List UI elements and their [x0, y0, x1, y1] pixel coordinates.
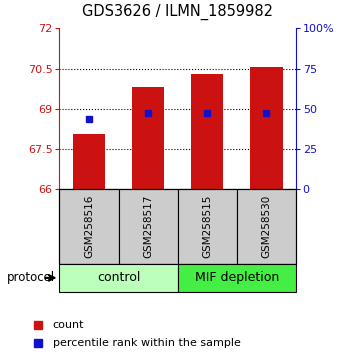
Text: protocol: protocol — [7, 272, 55, 284]
Text: GSM258530: GSM258530 — [261, 195, 271, 258]
Bar — [177, 264, 296, 292]
Text: GSM258515: GSM258515 — [202, 195, 212, 258]
Bar — [59, 264, 177, 292]
Bar — [177, 189, 237, 264]
Bar — [250, 67, 283, 189]
Bar — [73, 135, 105, 189]
Bar — [237, 189, 296, 264]
Bar — [119, 189, 177, 264]
Text: GSM258516: GSM258516 — [84, 195, 94, 258]
Bar — [132, 87, 164, 189]
Bar — [59, 189, 119, 264]
Text: GSM258517: GSM258517 — [143, 195, 153, 258]
Text: MIF depletion: MIF depletion — [194, 272, 279, 284]
Bar — [191, 74, 223, 189]
Text: control: control — [97, 272, 140, 284]
Text: percentile rank within the sample: percentile rank within the sample — [53, 338, 240, 348]
Text: GDS3626 / ILMN_1859982: GDS3626 / ILMN_1859982 — [82, 4, 273, 21]
Text: count: count — [53, 320, 84, 330]
